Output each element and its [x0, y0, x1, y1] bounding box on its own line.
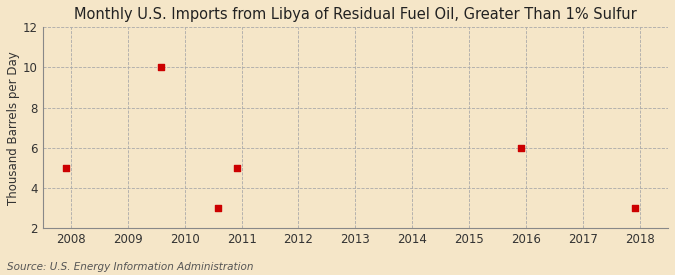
Y-axis label: Thousand Barrels per Day: Thousand Barrels per Day: [7, 51, 20, 205]
Title: Monthly U.S. Imports from Libya of Residual Fuel Oil, Greater Than 1% Sulfur: Monthly U.S. Imports from Libya of Resid…: [74, 7, 637, 22]
Point: [156, 65, 167, 70]
Point: [213, 206, 223, 210]
Point: [516, 146, 526, 150]
Point: [61, 166, 72, 170]
Point: [630, 206, 641, 210]
Text: Source: U.S. Energy Information Administration: Source: U.S. Energy Information Administ…: [7, 262, 253, 272]
Point: [232, 166, 242, 170]
